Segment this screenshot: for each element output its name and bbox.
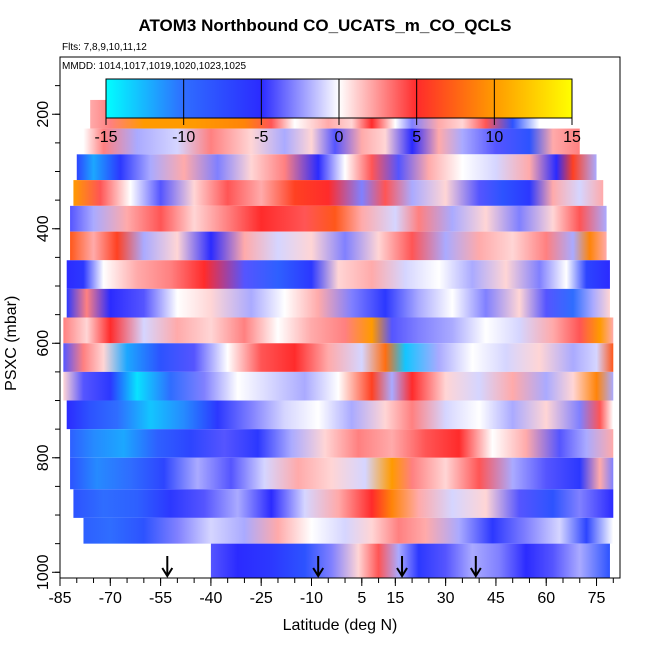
x-tick-label: 60 [537,590,555,607]
x-tick-label: -10 [300,590,323,607]
flights-label: Flts: 7,8,9,10,11,12 [62,42,147,53]
heatmap-band [73,180,604,206]
heatmap-band [66,400,614,430]
colorbar-tick-label: 0 [335,129,344,146]
plot-frame [59,56,621,579]
colorbar-tick-label: -15 [94,129,117,146]
colorbar-tick-label: 10 [485,129,503,146]
colorbar-tick-label: 5 [412,129,421,146]
profile-marker-arrowhead [469,567,482,578]
x-tick-label: -85 [48,590,71,607]
heatmap-band [70,205,607,232]
profile-marker-arrowhead [312,567,325,578]
x-tick-label: 45 [487,590,505,607]
heatmap-band [70,231,607,261]
x-tick-label: -55 [149,590,172,607]
heatmap-band [210,543,610,578]
x-axis-label: Latitude (deg N) [283,617,398,634]
colorbar-tick-label: -5 [254,129,268,146]
x-tick-label: -40 [199,590,222,607]
colorbar-tick-label: 15 [563,129,581,146]
heatmap-band [83,128,580,155]
y-axis-label: PSXC (mbar) [3,296,20,391]
x-tick-label: -70 [99,590,122,607]
colorbar-tick-label: -10 [172,129,195,146]
x-tick-label: 30 [437,590,455,607]
heatmap-band [66,288,610,318]
x-tick-label: 75 [588,590,606,607]
heatmap-band [83,517,614,544]
heatmap-band [63,371,614,401]
y-tick-label: 600 [35,330,52,357]
x-tick-label: -25 [250,590,273,607]
y-tick-label: 1000 [35,554,52,590]
heatmap-band [70,429,614,458]
dates-label: MMDD: 1014,1017,1019,1020,1023,1025 [62,61,247,72]
heatmap-band [76,154,597,181]
heatmap-band [63,317,614,344]
y-tick-label: 200 [35,101,52,128]
y-tick-label: 400 [35,215,52,242]
heatmap-band [63,343,614,372]
chart-title: ATOM3 Northbound CO_UCATS_m_CO_QCLS [138,16,512,35]
heatmap-band [70,457,614,490]
y-tick-label: 800 [35,444,52,471]
heatmap-band [66,260,610,289]
heatmap-band [73,489,614,518]
profile-marker-arrowhead [161,567,174,578]
x-tick-label: 15 [386,590,404,607]
profile-marker-arrowhead [396,567,408,578]
x-tick-label: 5 [357,590,366,607]
